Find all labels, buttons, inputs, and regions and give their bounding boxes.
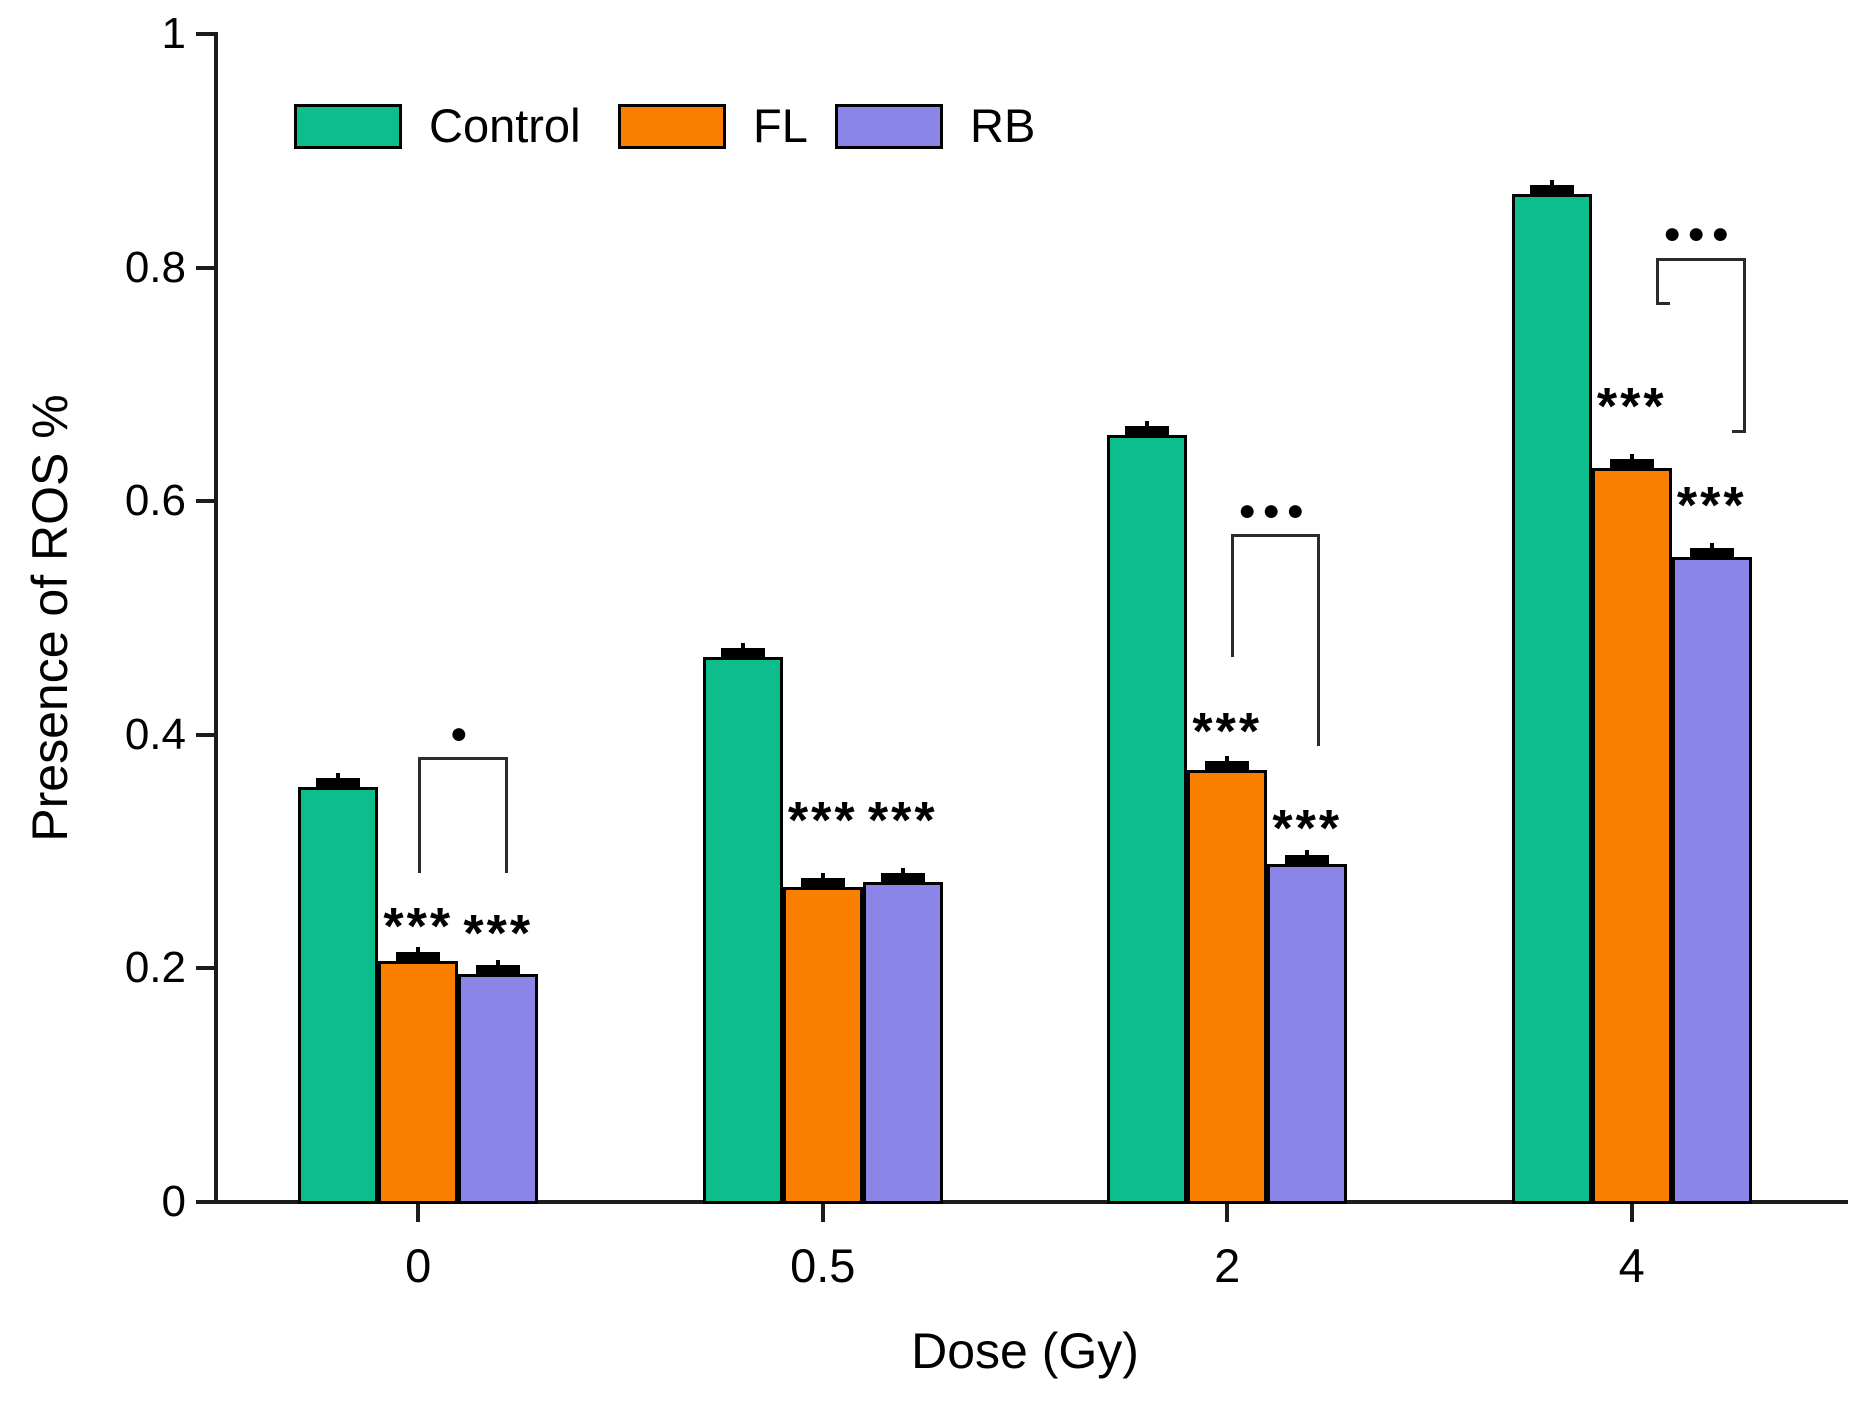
significance-stars-fl-dose-2: *** bbox=[1192, 703, 1263, 762]
bar-control-dose-2 bbox=[1107, 434, 1188, 1204]
significance-stars-rb-dose-0: *** bbox=[463, 905, 534, 964]
y-tick-0 bbox=[196, 1200, 214, 1204]
y-tick-0.8 bbox=[196, 265, 214, 270]
significance-bracket-top-dose-0 bbox=[418, 756, 509, 760]
legend-label-control: Control bbox=[429, 99, 581, 152]
bar-control-dose-0.5 bbox=[702, 656, 783, 1204]
legend-swatch-fl bbox=[618, 103, 726, 149]
error-bar-cap-control-0 bbox=[316, 778, 361, 788]
bar-rb-dose-4 bbox=[1671, 557, 1752, 1204]
y-tick-label-0.8: 0.8 bbox=[124, 242, 186, 292]
x-axis-line bbox=[214, 1200, 1848, 1204]
legend-label-rb: RB bbox=[970, 99, 1036, 152]
x-tick-label-2: 2 bbox=[1214, 1239, 1241, 1292]
y-tick-0.4 bbox=[196, 732, 214, 737]
significance-stars-rb-dose-2: *** bbox=[1272, 800, 1343, 859]
y-tick-label-0.2: 0.2 bbox=[124, 943, 186, 993]
significance-dots-dose-2: ●●● bbox=[1238, 493, 1311, 527]
x-tick-label-0: 0 bbox=[405, 1239, 432, 1292]
significance-bracket-right-foot-dose-4 bbox=[1731, 430, 1746, 434]
significance-bracket-left-leg-dose-4 bbox=[1655, 258, 1659, 305]
error-bar-cap-fl-4 bbox=[1609, 459, 1654, 469]
significance-bracket-top-dose-4 bbox=[1655, 258, 1746, 262]
significance-bracket-top-dose-2 bbox=[1231, 533, 1321, 537]
error-bar-cap-control-0.5 bbox=[720, 647, 765, 657]
y-tick-label-0.4: 0.4 bbox=[124, 709, 186, 759]
significance-stars-rb-dose-0.5: *** bbox=[867, 791, 938, 850]
y-tick-1 bbox=[196, 32, 214, 36]
x-tick-0 bbox=[416, 1204, 421, 1222]
significance-bracket-left-leg-dose-2 bbox=[1231, 533, 1235, 657]
y-axis-line bbox=[214, 32, 218, 1204]
bar-fl-dose-4 bbox=[1591, 468, 1672, 1204]
y-tick-label-0.6: 0.6 bbox=[124, 476, 186, 526]
y-tick-0.2 bbox=[196, 966, 214, 971]
error-bar-cap-fl-0 bbox=[396, 952, 441, 962]
legend-swatch-control bbox=[294, 103, 402, 149]
legend-item-rb: RB bbox=[835, 101, 1035, 151]
y-tick-label-0: 0 bbox=[161, 1177, 186, 1226]
legend-item-control: Control bbox=[294, 101, 581, 151]
bar-fl-dose-2 bbox=[1187, 769, 1268, 1204]
significance-bracket-left-foot-dose-4 bbox=[1655, 301, 1670, 305]
error-bar-cap-control-4 bbox=[1529, 185, 1574, 195]
significance-bracket-left-leg-dose-0 bbox=[418, 756, 422, 873]
x-axis-title: Dose (Gy) bbox=[911, 1323, 1139, 1379]
x-tick-label-0.5: 0.5 bbox=[790, 1239, 856, 1292]
legend-swatch-rb bbox=[835, 103, 943, 149]
bar-fl-dose-0 bbox=[378, 961, 459, 1204]
bar-control-dose-4 bbox=[1511, 194, 1592, 1204]
significance-stars-rb-dose-4: *** bbox=[1676, 476, 1747, 535]
y-axis-title: Presence of ROS % bbox=[22, 394, 78, 842]
significance-dots-dose-0: ● bbox=[449, 716, 474, 750]
error-bar-cap-rb-2 bbox=[1285, 855, 1330, 865]
error-bar-cap-rb-0.5 bbox=[880, 872, 925, 882]
significance-dots-dose-4: ●●● bbox=[1663, 216, 1736, 250]
bar-rb-dose-0 bbox=[458, 974, 539, 1204]
bar-control-dose-0 bbox=[298, 787, 379, 1204]
legend-label-fl: FL bbox=[753, 99, 808, 152]
y-tick-label-1: 1 bbox=[161, 9, 186, 58]
significance-bracket-right-leg-dose-4 bbox=[1742, 258, 1746, 434]
legend-item-fl: FL bbox=[618, 101, 808, 151]
x-tick-label-4: 4 bbox=[1618, 1239, 1645, 1292]
bar-fl-dose-0.5 bbox=[782, 886, 863, 1204]
error-bar-cap-fl-0.5 bbox=[800, 877, 845, 887]
significance-stars-fl-dose-4: *** bbox=[1596, 378, 1667, 437]
error-bar-cap-fl-2 bbox=[1205, 760, 1250, 770]
error-bar-cap-rb-4 bbox=[1689, 548, 1734, 558]
significance-stars-fl-dose-0: *** bbox=[383, 898, 454, 957]
significance-stars-fl-dose-0.5: *** bbox=[787, 791, 858, 850]
bar-rb-dose-2 bbox=[1267, 864, 1348, 1204]
x-tick-4 bbox=[1629, 1204, 1634, 1222]
bar-rb-dose-0.5 bbox=[862, 881, 943, 1204]
significance-bracket-right-leg-dose-0 bbox=[505, 756, 509, 873]
y-tick-0.6 bbox=[196, 499, 214, 504]
significance-bracket-right-leg-dose-2 bbox=[1317, 533, 1321, 747]
x-tick-2 bbox=[1225, 1204, 1230, 1222]
error-bar-cap-rb-0 bbox=[476, 965, 521, 975]
x-tick-0.5 bbox=[820, 1204, 825, 1222]
error-bar-cap-control-2 bbox=[1125, 425, 1170, 435]
